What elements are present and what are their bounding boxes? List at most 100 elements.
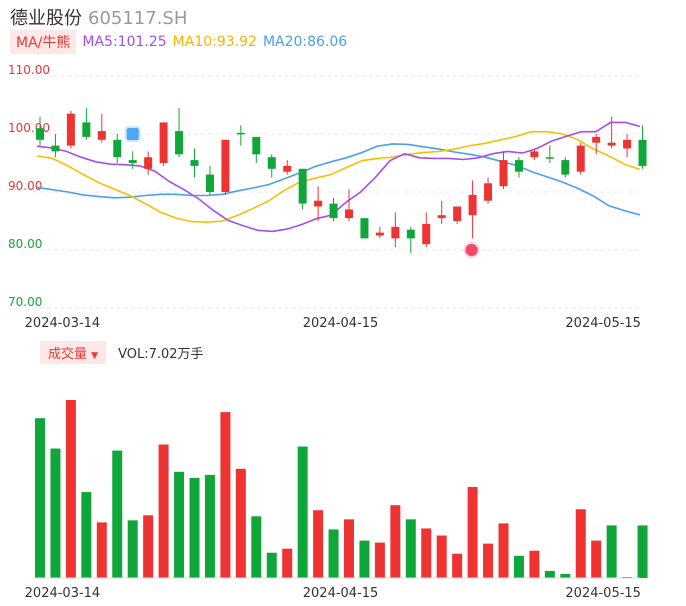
ma-legend: MA/牛熊 MA5:101.25 MA10:93.92 MA20:86.06 [10,30,347,54]
bull-signal-icon [463,242,480,258]
candle-body [36,128,44,140]
candle-body [345,209,353,219]
ma20-value: MA20:86.06 [262,34,348,50]
volume-bar [467,486,478,578]
candle-body [468,194,477,216]
volume-bar [158,444,169,578]
volume-bar [591,540,602,578]
candle-body [484,183,493,201]
volume-bar [452,553,463,578]
candle-body [221,139,230,192]
ma20-line [36,143,641,216]
volume-bar [328,529,339,578]
stock-title: 德业股份 605117.SH [10,4,187,30]
candle-body [236,132,245,135]
volume-value: VOL:7.02万手 [118,346,204,362]
volume-bar [65,400,76,578]
candle-body [66,113,75,146]
volume-bar [637,525,648,578]
volume-bar [251,516,262,578]
candle-body [406,229,415,239]
candle-body [453,206,462,221]
candle-body [391,226,400,239]
volume-bar [436,535,447,578]
candle-body [82,122,91,137]
volume-legend: 成交量 ▼ VOL:7.02万手 [40,340,204,364]
volume-bar [143,515,154,578]
candle-body [514,160,523,172]
price-axis-tick-label: 90.00 [8,179,42,193]
volume-axis-date-label: 2024-05-15 [565,586,641,601]
candle-body [314,200,323,207]
candle-body [422,223,431,245]
candle-body [530,151,539,158]
volume-bar [575,509,586,578]
candle-body [252,136,261,155]
bear-signal-icon [124,126,141,142]
candle-body [375,232,384,236]
candle-body [205,174,214,192]
candle-body [113,139,122,158]
candle-body [190,160,199,166]
volume-bar [35,418,45,578]
ma10-line [36,130,641,224]
volume-axis-date-label: 2024-03-14 [25,586,101,601]
ma-indicator-selector[interactable]: MA/牛熊 [10,30,77,54]
candle-body [360,218,369,239]
volume-bar [266,552,277,578]
volume-bar [359,540,370,578]
price-axis-tick-label: 110.00 [8,63,50,77]
volume-bar [189,477,200,578]
volume-bar [313,510,324,578]
volume-bar [235,468,246,578]
stock-code: 605117.SH [88,8,188,29]
candle-body [607,142,616,146]
volume-bar [544,570,555,578]
volume-bar [560,573,571,578]
candle-body [128,160,137,163]
volume-bar [622,576,633,578]
volume-bar [529,550,540,578]
volume-axis-date-label: 2024-04-15 [303,586,379,601]
volume-bar [174,471,185,578]
price-axis-tick-label: 70.00 [8,295,42,309]
candle-body [623,139,632,149]
candle-body [97,131,106,140]
volume-bar [50,448,61,578]
ma5-line [36,121,641,233]
dropdown-caret-icon: ▼ [91,350,99,361]
volume-bar [220,412,231,578]
candle-body [499,160,508,187]
price-axis-date-label: 2024-05-15 [565,316,641,331]
candle-body [329,203,338,219]
price-axis-tick-label: 80.00 [8,237,42,251]
volume-bar [96,522,107,578]
ma5-value: MA5:101.25 [82,34,167,50]
candle-body [545,157,554,159]
volume-badge-label: 成交量 [48,346,88,362]
candle-body [592,136,601,143]
volume-bar [606,525,617,578]
volume-bar [483,543,494,578]
candle-body [159,122,168,163]
candle-body [175,131,184,155]
volume-bar [81,492,92,578]
volume-bar [112,450,123,578]
volume-bar [127,520,138,578]
candle-body [561,160,570,175]
volume-bar [390,505,401,578]
volume-bar [513,555,524,578]
candle-body [437,215,446,219]
volume-bar [405,519,416,578]
volume-bar [374,542,385,578]
candle-body [638,139,647,166]
volume-indicator-selector[interactable]: 成交量 ▼ [40,340,107,364]
candle-body [298,168,307,204]
candle-body [267,157,276,169]
candle-body [144,157,153,169]
candle-body [51,145,60,152]
stock-name: 德业股份 [10,8,82,29]
candle-body [576,145,585,172]
volume-bar [421,528,432,578]
